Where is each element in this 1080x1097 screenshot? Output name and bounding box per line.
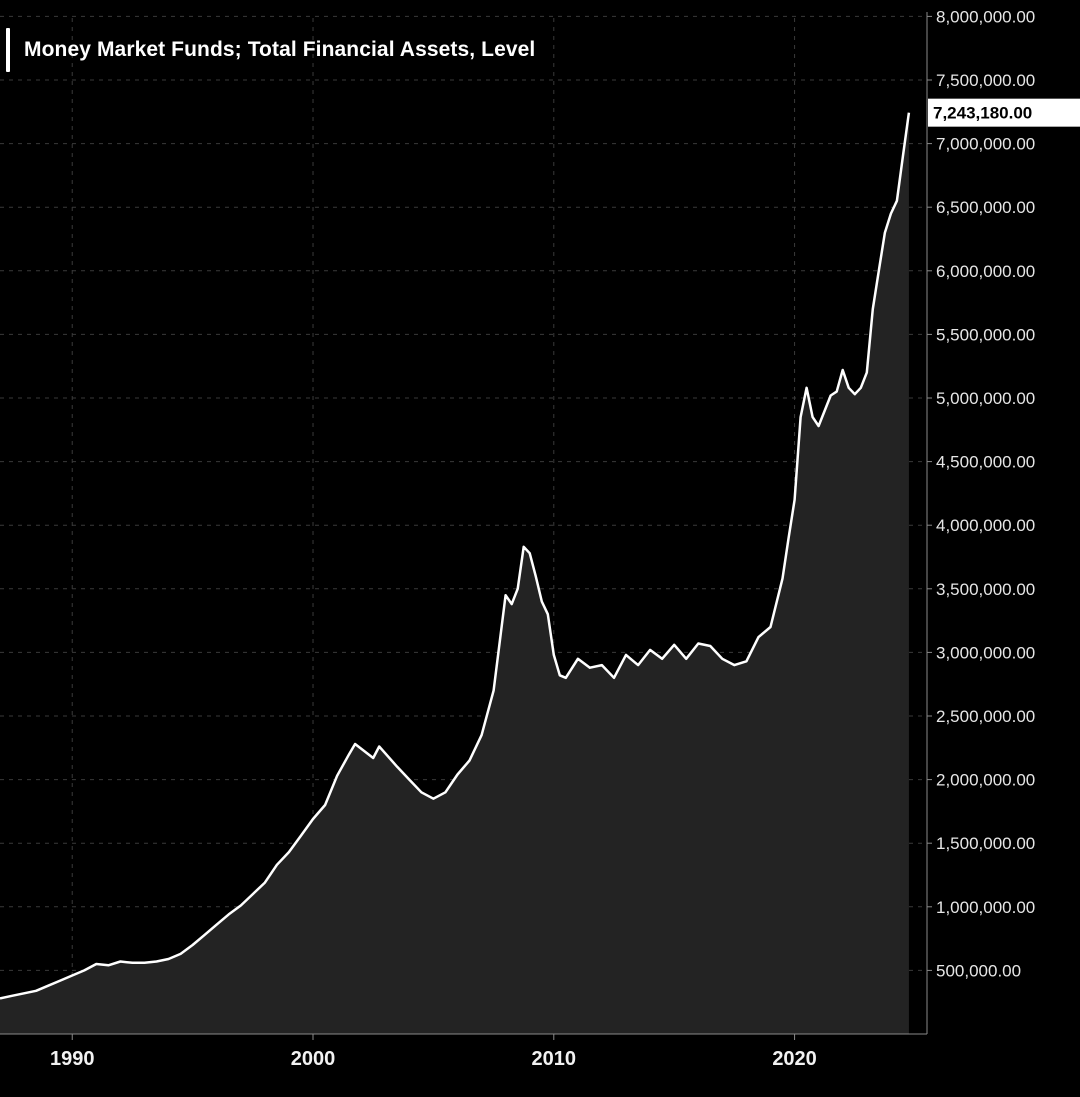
x-tick-label: 2010 [532, 1048, 577, 1070]
x-tick-label: 2000 [291, 1048, 336, 1070]
x-tick-label: 2020 [772, 1048, 817, 1070]
x-tick-label: 1990 [50, 1048, 95, 1070]
series-area-fill [0, 112, 909, 1034]
y-tick-label: 6,500,000.00 [936, 198, 1035, 217]
y-tick-label: 500,000.00 [936, 961, 1021, 980]
y-tick-label: 2,000,000.00 [936, 771, 1035, 790]
y-tick-label: 8,000,000.00 [936, 7, 1035, 26]
y-tick-label: 3,000,000.00 [936, 643, 1035, 662]
y-tick-label: 7,000,000.00 [936, 135, 1035, 154]
y-tick-label: 4,500,000.00 [936, 453, 1035, 472]
last-value-label-bg [928, 98, 1080, 127]
y-tick-label: 5,000,000.00 [936, 389, 1035, 408]
y-tick-label: 3,500,000.00 [936, 580, 1035, 599]
x-axis: 1990 2000 2010 2020 [50, 1034, 817, 1070]
last-value-label: 7,243,180.00 [928, 98, 1080, 127]
y-tick-label: 4,000,000.00 [936, 516, 1035, 535]
legend: Money Market Funds; Total Financial Asse… [6, 28, 535, 72]
y-tick-label: 1,000,000.00 [936, 898, 1035, 917]
series-line [0, 112, 911, 1000]
y-axis: 500,000.00 1,000,000.00 1,500,000.00 2,000,… [927, 7, 1035, 980]
y-tick-label: 6,000,000.00 [936, 262, 1035, 281]
y-tick-label: 2,500,000.00 [936, 707, 1035, 726]
y-tick-label: 5,500,000.00 [936, 325, 1035, 344]
y-tick-label: 1,500,000.00 [936, 834, 1035, 853]
legend-swatch [6, 28, 10, 72]
chart-title: Money Market Funds; Total Financial Asse… [24, 38, 536, 61]
last-value-label-text: 7,243,180.00 [933, 104, 1032, 123]
y-tick-label: 7,500,000.00 [936, 71, 1035, 90]
grid [0, 15, 927, 1034]
